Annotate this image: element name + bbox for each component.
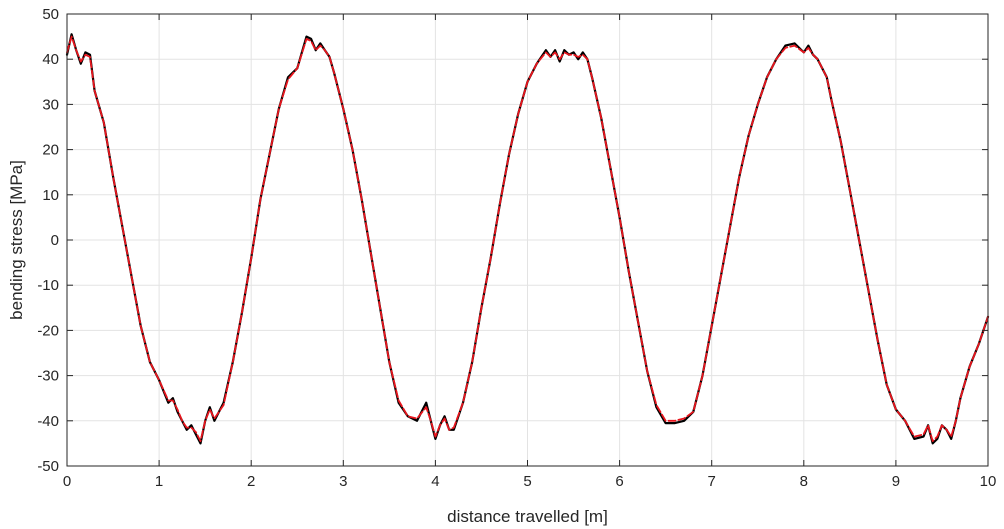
y-tick-label: -10 <box>37 277 59 294</box>
y-tick-label: 0 <box>51 232 59 249</box>
y-axis-label: bending stress [MPa] <box>7 160 26 320</box>
y-tick-label: 30 <box>42 96 59 113</box>
y-tick-label: 10 <box>42 187 59 204</box>
x-tick-labels: 0 1 2 3 4 5 6 7 8 9 10 <box>63 473 997 490</box>
plot-area <box>65 33 990 445</box>
y-tick-label: -50 <box>37 458 59 475</box>
x-tick-label: 7 <box>708 473 716 490</box>
y-tick-label: 20 <box>42 142 59 159</box>
y-tick-label: -40 <box>37 413 59 430</box>
x-tick-label: 3 <box>339 473 347 490</box>
x-tick-label: 6 <box>615 473 623 490</box>
x-tick-label: 8 <box>800 473 808 490</box>
x-tick-label: 4 <box>431 473 439 490</box>
y-tick-label: -30 <box>37 368 59 385</box>
x-tick-label: 1 <box>155 473 163 490</box>
y-tick-label: 40 <box>42 51 59 68</box>
x-tick-label: 5 <box>523 473 531 490</box>
series-line-2 <box>66 35 989 443</box>
x-tick-label: 10 <box>980 473 997 490</box>
tick-marks <box>66 13 989 467</box>
y-tick-label: -20 <box>37 322 59 339</box>
y-tick-labels: -50 -40 -30 -20 -10 0 10 20 30 40 50 <box>37 6 59 475</box>
x-tick-label: 9 <box>892 473 900 490</box>
x-tick-label: 2 <box>247 473 255 490</box>
x-axis-label: distance travelled [m] <box>447 507 608 526</box>
y-tick-label: 50 <box>42 6 59 23</box>
x-tick-label: 0 <box>63 473 71 490</box>
